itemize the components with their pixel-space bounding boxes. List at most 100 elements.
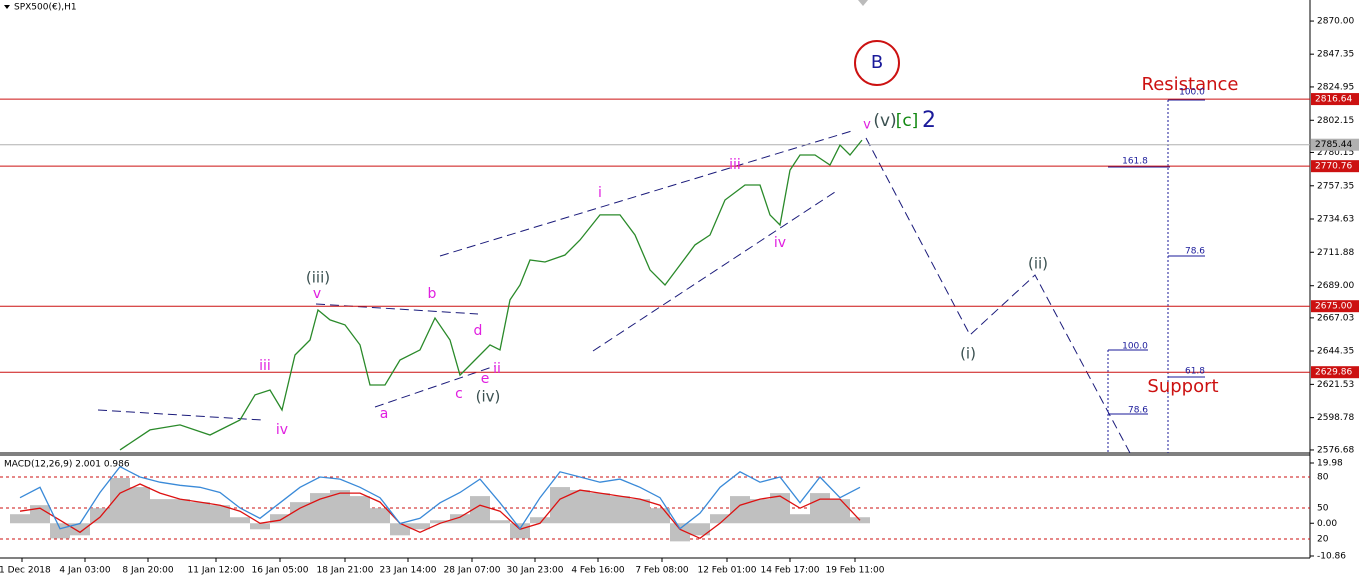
histogram-bar [710,514,730,524]
y2-tick-label: 20 [1317,534,1329,544]
wave-label: Support [1147,376,1218,397]
x-tick-label: 7 Feb 08:00 [635,566,689,576]
level-label: 2675.00 [1315,302,1352,312]
y-tick-label: 2824.95 [1317,82,1354,92]
histogram-bar [650,508,670,524]
x-tick-label: 12 Feb 01:00 [697,566,756,576]
histogram-bar [190,502,210,524]
histogram-bar [150,499,170,524]
x-tick-label: 19 Feb 11:00 [825,566,884,576]
histogram-bar [250,523,270,530]
histogram-bar [310,493,330,524]
wave-label: B [871,52,883,73]
wave-label: [c] [896,111,919,131]
histogram-bar [590,493,610,524]
histogram-bar [270,514,290,524]
wave-label: e [481,371,490,387]
level-label: 2629.86 [1315,368,1352,378]
y2-tick-label: 80 [1317,473,1329,483]
fib-levels [1108,99,1205,415]
wave-label: iv [774,235,786,251]
histogram-bar [630,499,650,524]
histogram-bar [210,505,230,524]
x-tick-label: 8 Jan 20:00 [122,566,174,576]
histogram-bar [10,514,30,524]
y-tick-label: 2780.15 [1317,148,1354,158]
y-tick-label: 2734.63 [1317,214,1354,224]
y-tick-label: 2689.00 [1317,281,1354,291]
histogram-bar [170,499,190,524]
level-label: 2770.76 [1315,162,1352,172]
histogram-bar [750,499,770,524]
wave-label: ii [493,361,501,377]
y-tick-label: 2802.15 [1317,116,1354,126]
histogram-bar [110,478,130,524]
x-tick-label: 16 Jan 05:00 [252,566,309,576]
histogram-bar [670,523,690,542]
x-tick-label: 31 Dec 2018 [0,566,51,576]
wave-label: (i) [960,345,976,363]
wave-label: 100.0 [1179,88,1205,98]
wave-label: 2 [922,108,936,133]
wave-label: (iv) [476,388,501,406]
histogram-bar [410,523,430,530]
trendlines [97,129,1131,454]
x-tick-label: 4 Feb 16:00 [571,566,625,576]
wave-label: c [455,386,463,402]
y-tick-label: 2757.35 [1317,181,1354,191]
x-tick-label: 4 Jan 03:00 [59,566,111,576]
histogram-bar [450,514,470,524]
y-tick-label: 2644.35 [1317,347,1354,357]
fib-tools [1107,100,1169,453]
symbol-title: SPX500(€),H1 [14,3,77,13]
histogram-bar [90,508,110,524]
wave-label: (v) [873,111,896,131]
wave-label: d [474,323,483,339]
histogram-bar [370,508,390,524]
y-tick-label: 2667.03 [1317,313,1354,323]
oscillator-line [19,465,861,530]
histogram-bar [610,496,630,524]
signal-line [19,483,861,540]
x-tick-label: 30 Jan 23:00 [507,566,564,576]
wave-label: iii [729,157,741,173]
histogram-bar [390,523,410,536]
histogram-bar [330,490,350,524]
y-tick-label: 0.00 [1317,519,1337,529]
x-tick-label: 23 Jan 14:00 [380,566,437,576]
level-box [1311,160,1359,173]
histogram-bar [530,517,550,524]
histogram-bar [490,520,510,524]
histogram-bar [830,499,850,524]
wave-circle [854,40,900,86]
level-box [1311,138,1359,151]
wave-label: i [598,185,602,201]
wave-label: Resistance [1142,74,1239,95]
x-tick-label: 18 Jan 21:00 [317,566,374,576]
y-tick-label: 19.98 [1317,458,1343,468]
histogram-bar [730,496,750,524]
histogram-bar [50,523,70,539]
histogram-bar [790,514,810,524]
wave-label: iii [259,358,271,374]
histogram-bar [510,523,530,539]
wave-label: 78.6 [1128,406,1148,416]
y-tick-label: 2598.78 [1317,413,1354,423]
wave-label: (ii) [1028,255,1048,273]
y-tick-label: 2621.53 [1317,380,1354,390]
x-tick-label: 11 Jan 12:00 [188,566,245,576]
wave-label: 161.8 [1122,157,1148,167]
wave-label: 78.6 [1185,247,1205,257]
histogram-bar [230,517,250,524]
wave-label: 100.0 [1122,342,1148,352]
wave-label: a [380,406,389,422]
wave-label: v [863,118,871,133]
shift-marker [858,0,868,6]
histogram-bar [290,502,310,524]
histogram-bar [810,493,830,524]
histogram-bar [770,493,790,524]
x-tick-label: 28 Jan 07:00 [444,566,501,576]
level-box [1311,366,1359,379]
